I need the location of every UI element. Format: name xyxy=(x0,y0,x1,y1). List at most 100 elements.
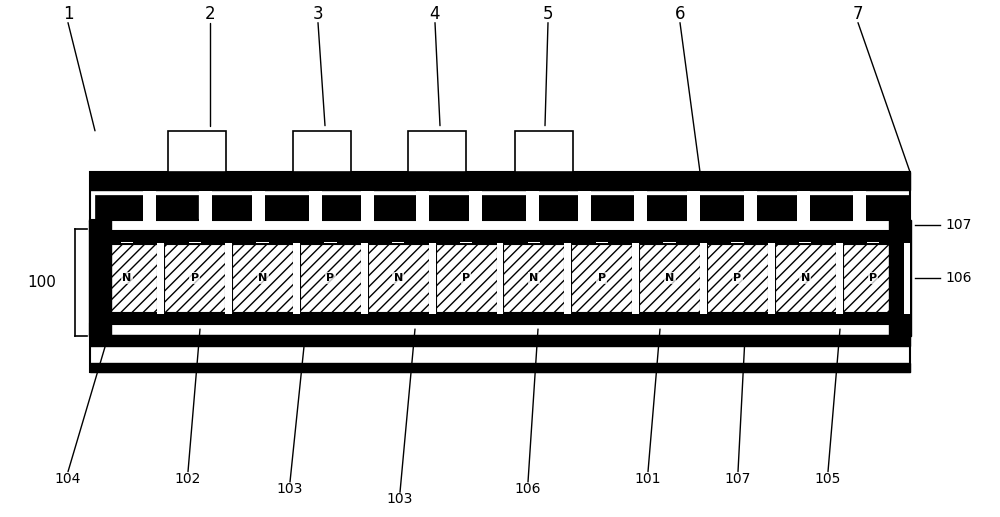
Bar xyxy=(731,241,744,242)
Bar xyxy=(469,191,482,222)
Bar xyxy=(416,191,429,222)
Text: N: N xyxy=(394,273,403,283)
Text: 103: 103 xyxy=(277,482,303,496)
Bar xyxy=(639,244,700,312)
Text: P: P xyxy=(869,273,877,283)
Bar xyxy=(261,195,309,221)
Bar xyxy=(293,242,300,314)
Bar xyxy=(318,195,366,221)
Bar xyxy=(497,242,503,314)
Bar xyxy=(89,220,111,336)
Bar xyxy=(707,244,768,312)
Bar xyxy=(528,241,540,242)
Bar xyxy=(157,242,164,314)
Bar xyxy=(361,242,368,314)
Bar xyxy=(252,191,265,222)
Bar xyxy=(753,195,801,221)
Bar xyxy=(687,191,700,222)
Bar xyxy=(696,195,744,221)
Bar xyxy=(189,241,201,242)
Bar xyxy=(744,191,757,222)
Text: 3: 3 xyxy=(313,5,323,23)
Bar xyxy=(425,195,473,221)
Bar xyxy=(143,191,156,222)
Bar xyxy=(168,131,226,172)
Bar xyxy=(90,334,910,346)
Bar xyxy=(535,195,583,221)
Bar xyxy=(408,131,466,172)
Text: 107: 107 xyxy=(725,472,751,485)
Bar xyxy=(632,242,639,314)
Bar xyxy=(164,244,225,312)
Bar xyxy=(232,244,293,312)
Text: 107: 107 xyxy=(945,218,971,232)
Bar xyxy=(862,195,910,221)
Bar xyxy=(587,195,635,221)
Bar xyxy=(90,334,910,372)
Bar xyxy=(90,314,910,325)
Bar xyxy=(775,244,836,312)
Bar xyxy=(392,241,404,242)
Bar xyxy=(150,195,198,221)
Text: 6: 6 xyxy=(675,5,685,23)
Bar xyxy=(208,195,256,221)
Text: 4: 4 xyxy=(430,5,440,23)
Bar xyxy=(503,244,564,312)
Bar xyxy=(90,172,910,221)
Bar xyxy=(370,195,418,221)
Text: 104: 104 xyxy=(55,472,81,485)
Bar xyxy=(564,242,571,314)
Bar xyxy=(853,191,866,222)
Text: N: N xyxy=(258,273,267,283)
Bar xyxy=(361,191,374,222)
Bar xyxy=(643,195,691,221)
Bar xyxy=(889,220,911,336)
Bar xyxy=(121,241,133,242)
Text: P: P xyxy=(191,273,199,283)
Text: N: N xyxy=(122,273,132,283)
Bar xyxy=(199,191,212,222)
Bar xyxy=(797,191,810,222)
Bar xyxy=(309,191,322,222)
Text: 101: 101 xyxy=(635,472,661,485)
Text: 106: 106 xyxy=(515,482,541,496)
Text: N: N xyxy=(665,273,674,283)
Bar xyxy=(596,241,608,242)
Bar xyxy=(634,191,647,222)
Bar xyxy=(806,195,854,221)
Text: N: N xyxy=(529,273,539,283)
Bar xyxy=(256,241,269,242)
Text: P: P xyxy=(598,273,606,283)
Text: 102: 102 xyxy=(175,472,201,485)
Bar xyxy=(571,244,632,312)
Bar xyxy=(90,172,910,190)
Text: 2: 2 xyxy=(205,5,215,23)
Bar xyxy=(368,244,429,312)
Text: 105: 105 xyxy=(815,472,841,485)
Bar xyxy=(95,195,143,221)
Bar xyxy=(515,131,573,172)
Bar xyxy=(90,362,910,372)
Bar xyxy=(460,241,472,242)
Bar xyxy=(300,244,361,312)
Bar xyxy=(293,131,351,172)
Bar xyxy=(429,242,436,314)
Bar xyxy=(843,244,904,312)
Bar xyxy=(799,241,811,242)
Bar xyxy=(663,241,676,242)
Bar xyxy=(904,242,910,314)
Bar xyxy=(90,231,910,241)
Bar xyxy=(578,191,591,222)
Text: 5: 5 xyxy=(543,5,553,23)
Text: P: P xyxy=(462,273,470,283)
Bar xyxy=(867,241,879,242)
Bar xyxy=(90,220,910,231)
Bar xyxy=(478,195,526,221)
Text: N: N xyxy=(801,273,810,283)
Text: 103: 103 xyxy=(387,492,413,506)
Bar xyxy=(436,244,497,312)
Text: P: P xyxy=(733,273,741,283)
Bar xyxy=(225,242,232,314)
Text: 1: 1 xyxy=(63,5,73,23)
Bar xyxy=(700,242,707,314)
